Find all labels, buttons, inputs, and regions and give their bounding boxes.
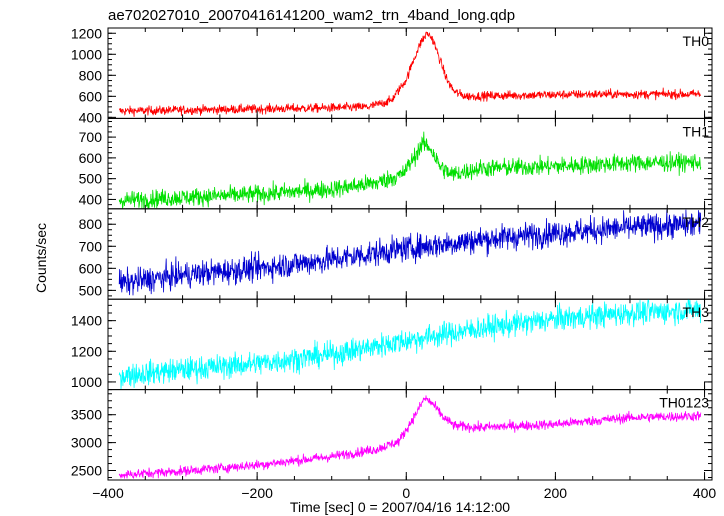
y-tick-label: 3000 [71, 435, 102, 451]
y-tick-label: 2500 [71, 463, 102, 479]
y-tick-label: 600 [79, 88, 103, 104]
y-tick-label: 1200 [71, 25, 102, 41]
series-label-th1: TH1 [683, 123, 710, 139]
x-tick-label: 400 [693, 485, 717, 501]
y-tick-label: 700 [79, 129, 103, 145]
y-tick-label: 400 [79, 109, 103, 125]
panel-frame [107, 27, 713, 119]
y-tick-label: 3500 [71, 407, 102, 423]
series-label-th2: TH2 [683, 214, 710, 230]
y-tick-label: 400 [79, 191, 103, 207]
series-th0123-curve [118, 395, 702, 479]
y-tick-label: 1000 [71, 374, 102, 390]
y-tick-label: 1400 [71, 313, 102, 329]
y-tick-label: 1000 [71, 46, 102, 62]
panel-th1: 400 500 600 700 TH1 [79, 117, 713, 210]
series-th2-curve [118, 209, 702, 296]
y-tick-label: 800 [79, 67, 103, 83]
series-th0-curve [118, 31, 702, 117]
x-axis-label: Time [sec] 0 = 2007/04/16 14:12:00 [290, 499, 510, 515]
y-tick-label: 600 [79, 150, 103, 166]
x-axis: −400 −200 0 200 400 [92, 485, 716, 501]
series-th1-curve [118, 131, 702, 210]
y-tick-label: 600 [79, 260, 103, 276]
y-tick-label: 800 [79, 216, 103, 232]
series-label-th3: TH3 [683, 304, 710, 320]
x-tick-label: 200 [544, 485, 568, 501]
y-axis-label: Counts/sec [33, 223, 49, 293]
y-tick-label: 500 [79, 171, 103, 187]
series-label-th0: TH0 [683, 33, 710, 49]
y-tick-label: 1200 [71, 343, 102, 359]
y-tick-label: 500 [79, 282, 103, 298]
panel-th0: 400 600 800 1000 1200 TH0 [71, 25, 713, 125]
panel-frame [107, 389, 713, 481]
x-tick-label: −400 [92, 485, 124, 501]
series-th3-curve [118, 299, 702, 390]
panel-frame [107, 208, 713, 300]
x-tick-label: 0 [402, 485, 410, 501]
panel-stack: 400 600 800 1000 1200 TH0 400 500 600 700 TH1 500 60… [71, 25, 713, 481]
panel-th0123: 2500 3000 3500 TH0123 [71, 389, 713, 481]
series-label-th0123: TH0123 [659, 395, 709, 411]
panel-th3: 1000 1200 1400 TH3 [71, 298, 713, 391]
chart-title: ae702027010_20070416141200_wam2_trn_4ban… [108, 7, 515, 24]
y-tick-label: 700 [79, 238, 103, 254]
x-tick-label: −200 [241, 485, 273, 501]
panel-th2: 500 600 700 800 TH2 [79, 208, 713, 300]
